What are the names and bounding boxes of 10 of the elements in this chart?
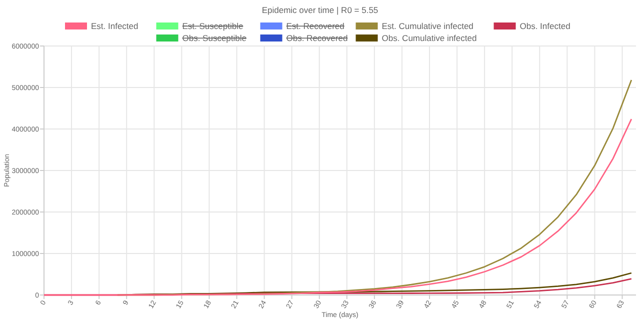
legend-label: Obs. Recovered bbox=[286, 32, 348, 43]
line-series bbox=[43, 118, 632, 296]
legend-label: Obs. Cumulative infected bbox=[382, 32, 477, 43]
legend-label: Est. Cumulative infected bbox=[382, 20, 474, 31]
legend-label: Obs. Susceptible bbox=[182, 32, 247, 43]
legend-label: Est. Recovered bbox=[286, 20, 345, 31]
legend-label: Obs. Infected bbox=[520, 20, 571, 31]
legend-label: Est. Infected bbox=[91, 20, 139, 31]
legend-label: Est. Susceptible bbox=[182, 20, 244, 31]
chart-title: Epidemic over time | R0 = 5.55 bbox=[262, 5, 378, 15]
